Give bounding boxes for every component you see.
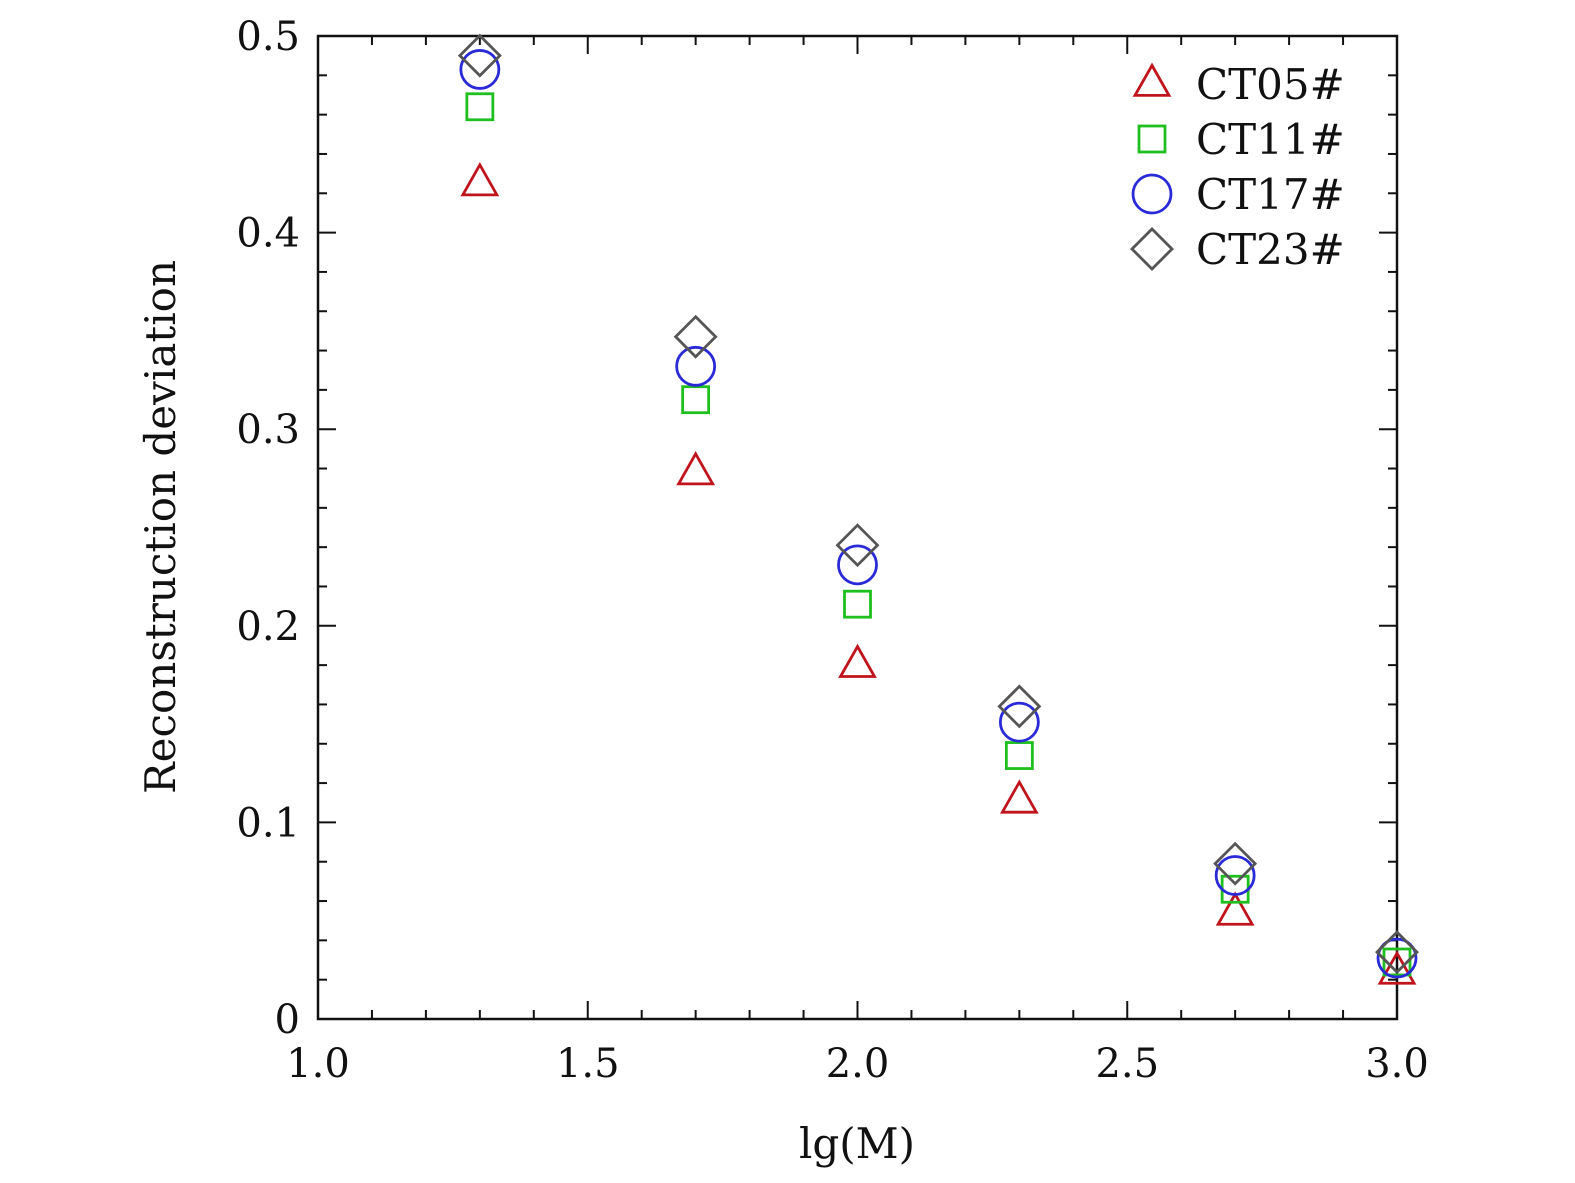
x-tick-label: 1.0 — [286, 1041, 350, 1087]
legend-entry: CT05# — [1132, 60, 1345, 109]
data-point — [1214, 855, 1256, 896]
markers-layer — [457, 33, 1419, 985]
data-point — [837, 544, 878, 586]
data-point — [998, 701, 1040, 743]
y-tick-label: 0.5 — [236, 14, 300, 60]
data-point — [675, 345, 717, 387]
legend-marker — [1137, 124, 1167, 154]
data-point — [465, 92, 495, 122]
data-point — [457, 33, 502, 78]
series-ct23 — [457, 33, 1419, 975]
data-point — [1375, 930, 1419, 975]
data-point — [1376, 937, 1418, 979]
y-tick-label: 0.2 — [236, 604, 300, 650]
data-point — [999, 779, 1039, 814]
data-point — [459, 49, 501, 90]
legend-label: CT23# — [1196, 225, 1345, 274]
y-axis-title: Reconstruction deviation — [136, 260, 185, 794]
series-ct11 — [465, 92, 1412, 977]
x-tick-label: 1.5 — [556, 1041, 620, 1087]
legend-label: CT05# — [1196, 60, 1345, 109]
y-tick-label: 0 — [275, 997, 300, 1043]
legend-marker — [1130, 227, 1174, 271]
legend-entry: CT23# — [1130, 225, 1345, 274]
y-tick-label: 0.1 — [236, 800, 300, 846]
data-point — [835, 523, 880, 568]
x-tick-label: 3.0 — [1365, 1041, 1429, 1087]
y-tick-label: 0.4 — [236, 211, 300, 257]
legend-entry: CT17# — [1131, 170, 1345, 219]
data-point — [1377, 950, 1417, 985]
data-point — [997, 684, 1042, 729]
x-tick-label: 2.0 — [826, 1041, 890, 1087]
data-point — [838, 643, 877, 678]
legend-label: CT17# — [1196, 170, 1345, 219]
series-ct17 — [459, 49, 1418, 979]
legend-marker — [1132, 62, 1172, 97]
series-ct05 — [460, 162, 1417, 985]
data-point — [1382, 947, 1412, 977]
data-point — [681, 385, 711, 415]
legend-marker — [1131, 173, 1173, 215]
legend: CT05# CT11# CT17# CT23# — [1130, 60, 1345, 274]
data-point — [843, 589, 872, 619]
x-axis-title: lg(M) — [799, 1119, 915, 1168]
data-point — [676, 451, 716, 486]
data-point — [1220, 874, 1250, 904]
data-point — [673, 314, 718, 359]
legend-label: CT11# — [1196, 115, 1345, 164]
data-point — [1004, 741, 1034, 770]
x-tick-label: 2.5 — [1095, 1041, 1159, 1087]
plot-frame — [316, 34, 1399, 1021]
data-point — [460, 162, 500, 197]
legend-entry: CT11# — [1137, 115, 1345, 164]
data-point — [1213, 841, 1258, 886]
y-tick-label: 0.3 — [236, 407, 300, 453]
ticks-layer: 1.0 1.5 2.0 2.5 3.0 0 0.1 0.2 0.3 0.4 0.5 — [236, 14, 1428, 1087]
data-point — [1215, 891, 1255, 926]
